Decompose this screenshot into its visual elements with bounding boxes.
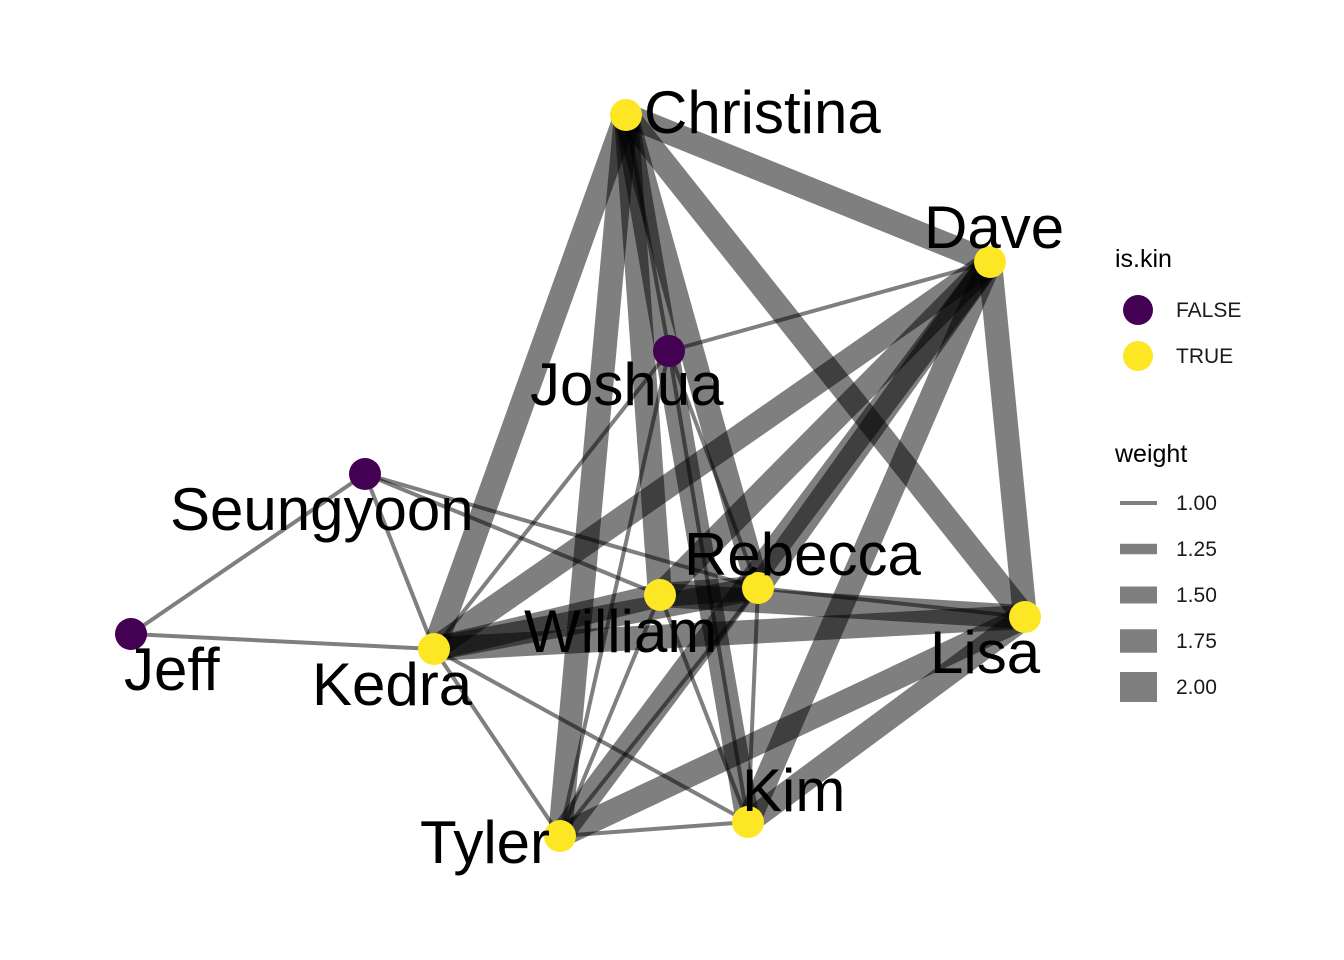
node-tyler[interactable] (544, 820, 576, 852)
edge-dave-joshua (668, 260, 991, 353)
node-christina[interactable] (610, 99, 642, 131)
legend-color-title: is.kin (1115, 245, 1172, 273)
edge-kim-rebecca (746, 587, 760, 823)
edge-tyler-rebecca (558, 586, 760, 838)
legend-false-label: FALSE (1176, 299, 1241, 322)
node-label-tyler: Tyler (420, 809, 550, 876)
node-label-kim: Kim (742, 757, 845, 824)
edge-christina-william (614, 114, 672, 596)
edge-seungyoon-william (364, 472, 661, 597)
edge-seungyoon-jeff (129, 472, 367, 636)
edge-kim-william (658, 594, 750, 823)
edge-kedra-jeff (130, 632, 435, 651)
legend-weight-label: 1.75 (1176, 630, 1217, 653)
legend: is.kin FALSE TRUE weight 1.00 1.25 1.50 1.7… (1114, 245, 1241, 702)
node-label-christina: Christina (644, 79, 881, 146)
legend-false-swatch (1123, 295, 1153, 325)
node-lisa[interactable] (1009, 601, 1041, 633)
edge-dave-william (651, 253, 999, 604)
node-label-jeff: Jeff (124, 636, 220, 703)
legend-weight-label: 1.00 (1176, 492, 1217, 515)
edge-joshua-rebecca (667, 350, 760, 589)
node-label-dave: Dave (924, 194, 1064, 261)
edge-kedra-seungyoon (363, 473, 436, 650)
edge-dave-kedra (427, 252, 997, 659)
legend-weight-label: 1.25 (1176, 538, 1217, 561)
edge-kedra-kim (433, 647, 749, 824)
node-joshua[interactable] (653, 335, 685, 367)
edge-lisa-tyler (554, 606, 1031, 847)
edge-kedra-joshua (432, 349, 671, 651)
edge-christina-dave (621, 103, 995, 274)
legend-true-label: TRUE (1176, 345, 1233, 368)
node-label-lisa: Lisa (930, 619, 1041, 686)
node-label-rebecca: Rebecca (684, 521, 921, 588)
edges-layer (129, 103, 1037, 847)
node-rebecca[interactable] (742, 572, 774, 604)
edge-tyler-william (558, 594, 662, 837)
legend-true-swatch (1123, 341, 1153, 371)
node-label-joshua: Joshua (530, 351, 724, 418)
node-label-seungyoon: Seungyoon (170, 476, 474, 543)
edge-christina-joshua (624, 114, 671, 352)
edge-tyler-kim (559, 820, 749, 838)
edge-kedra-tyler (432, 647, 562, 838)
edge-tyler-joshua (558, 350, 671, 837)
legend-color-item: FALSE (1123, 295, 1241, 325)
node-kedra[interactable] (418, 633, 450, 665)
edge-william-rebecca (659, 576, 759, 607)
node-dave[interactable] (974, 246, 1006, 278)
node-kim[interactable] (732, 806, 764, 838)
legend-color-item: TRUE (1123, 341, 1233, 371)
edge-dave-lisa (978, 260, 1037, 619)
edge-christina-kedra (422, 110, 638, 654)
edge-lisa-rebecca (757, 586, 1026, 619)
edge-seungyoon-rebecca (364, 472, 759, 590)
node-jeff[interactable] (115, 618, 147, 650)
legend-weight-label: 1.50 (1176, 584, 1217, 607)
node-label-william: William (524, 598, 717, 665)
legend-size-items: 1.00 1.25 1.50 1.75 2.00 (1120, 492, 1217, 702)
labels-layer: Christina Dave Joshua Seungyoon Rebecca Willi… (124, 79, 1064, 876)
edge-christina-tyler (548, 113, 638, 838)
node-label-kedra: Kedra (312, 651, 473, 718)
nodes-layer (115, 99, 1041, 852)
legend-weight-label: 2.00 (1176, 676, 1217, 699)
node-seungyoon[interactable] (349, 458, 381, 490)
node-william[interactable] (644, 579, 676, 611)
edge-lisa-kim (740, 607, 1033, 832)
legend-size-title: weight (1114, 440, 1187, 468)
edge-dave-rebecca (748, 255, 1000, 595)
